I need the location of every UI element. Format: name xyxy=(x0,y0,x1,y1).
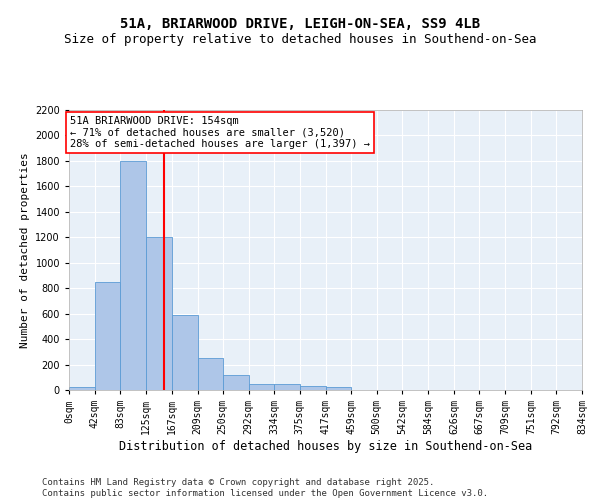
Bar xyxy=(223,374,248,390)
Bar xyxy=(248,384,274,390)
Bar xyxy=(95,282,120,390)
Bar xyxy=(325,388,352,390)
Bar xyxy=(197,358,223,390)
Bar xyxy=(274,384,299,390)
Text: Contains HM Land Registry data © Crown copyright and database right 2025.
Contai: Contains HM Land Registry data © Crown c… xyxy=(42,478,488,498)
Text: Size of property relative to detached houses in Southend-on-Sea: Size of property relative to detached ho… xyxy=(64,32,536,46)
Bar xyxy=(299,386,325,390)
Bar xyxy=(69,387,95,390)
X-axis label: Distribution of detached houses by size in Southend-on-Sea: Distribution of detached houses by size … xyxy=(119,440,532,453)
Bar xyxy=(146,238,172,390)
Text: 51A, BRIARWOOD DRIVE, LEIGH-ON-SEA, SS9 4LB: 51A, BRIARWOOD DRIVE, LEIGH-ON-SEA, SS9 … xyxy=(120,18,480,32)
Text: 51A BRIARWOOD DRIVE: 154sqm
← 71% of detached houses are smaller (3,520)
28% of : 51A BRIARWOOD DRIVE: 154sqm ← 71% of det… xyxy=(70,116,370,149)
Bar xyxy=(172,315,197,390)
Y-axis label: Number of detached properties: Number of detached properties xyxy=(20,152,29,348)
Bar xyxy=(120,161,146,390)
